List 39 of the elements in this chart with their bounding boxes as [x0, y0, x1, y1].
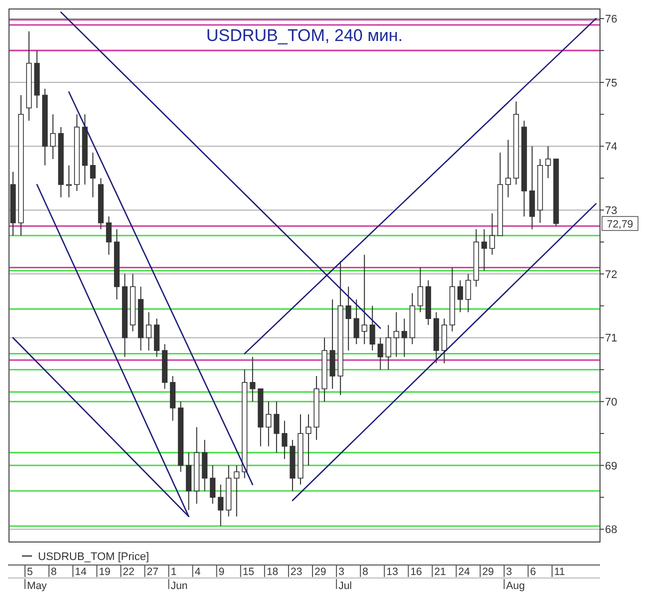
y-tick-label: 75	[605, 77, 618, 90]
text: Jun	[170, 580, 188, 592]
y-tick-label: 68	[605, 524, 618, 536]
legend-label: USDRUB_TOM [Price]	[38, 551, 150, 563]
x-tick-label: 3	[338, 566, 344, 578]
x-tick-label: 4	[194, 566, 201, 578]
text: Aug	[506, 580, 526, 592]
x-tick-label: 14	[74, 566, 87, 578]
x-tick-label: 27	[146, 566, 159, 578]
x-tick-label: 13	[386, 566, 398, 578]
x-tick-label: 8	[50, 566, 57, 578]
x-tick-label: 22	[122, 566, 135, 578]
y-tick-label: 70	[605, 396, 618, 409]
x-tick-label: 11	[554, 566, 566, 578]
y-tick-label: 69	[605, 460, 618, 472]
text: USDRUB_TOM, 240 мин.	[206, 26, 403, 45]
x-tick-label: 23	[290, 566, 302, 578]
x-tick-label: 19	[98, 566, 111, 578]
x-tick-label: 18	[266, 566, 278, 578]
x-tick-label: 5	[26, 566, 33, 578]
x-tick-label: 6	[530, 566, 536, 578]
x-tick-label: 3	[506, 566, 512, 578]
y-tick-label: 76	[605, 14, 618, 26]
x-tick-label: 29	[482, 566, 494, 578]
x-tick-label: 15	[242, 566, 254, 578]
y-tick-label: 73	[605, 205, 618, 218]
text: May	[26, 580, 48, 592]
y-tick-label: 71	[605, 332, 618, 345]
x-tick-label: 9	[218, 566, 225, 578]
annotation: 72,79	[606, 218, 634, 230]
x-tick-label: 1	[170, 566, 177, 578]
x-tick-label: 8	[362, 566, 368, 578]
y-tick-label: 72	[605, 268, 618, 281]
x-tick-label: 29	[314, 566, 326, 578]
text: Jul	[338, 580, 352, 592]
x-tick-label: 16	[410, 566, 422, 578]
x-tick-label: 24	[458, 566, 470, 578]
y-tick-label: 74	[605, 141, 618, 154]
x-tick-label: 21	[434, 566, 446, 578]
